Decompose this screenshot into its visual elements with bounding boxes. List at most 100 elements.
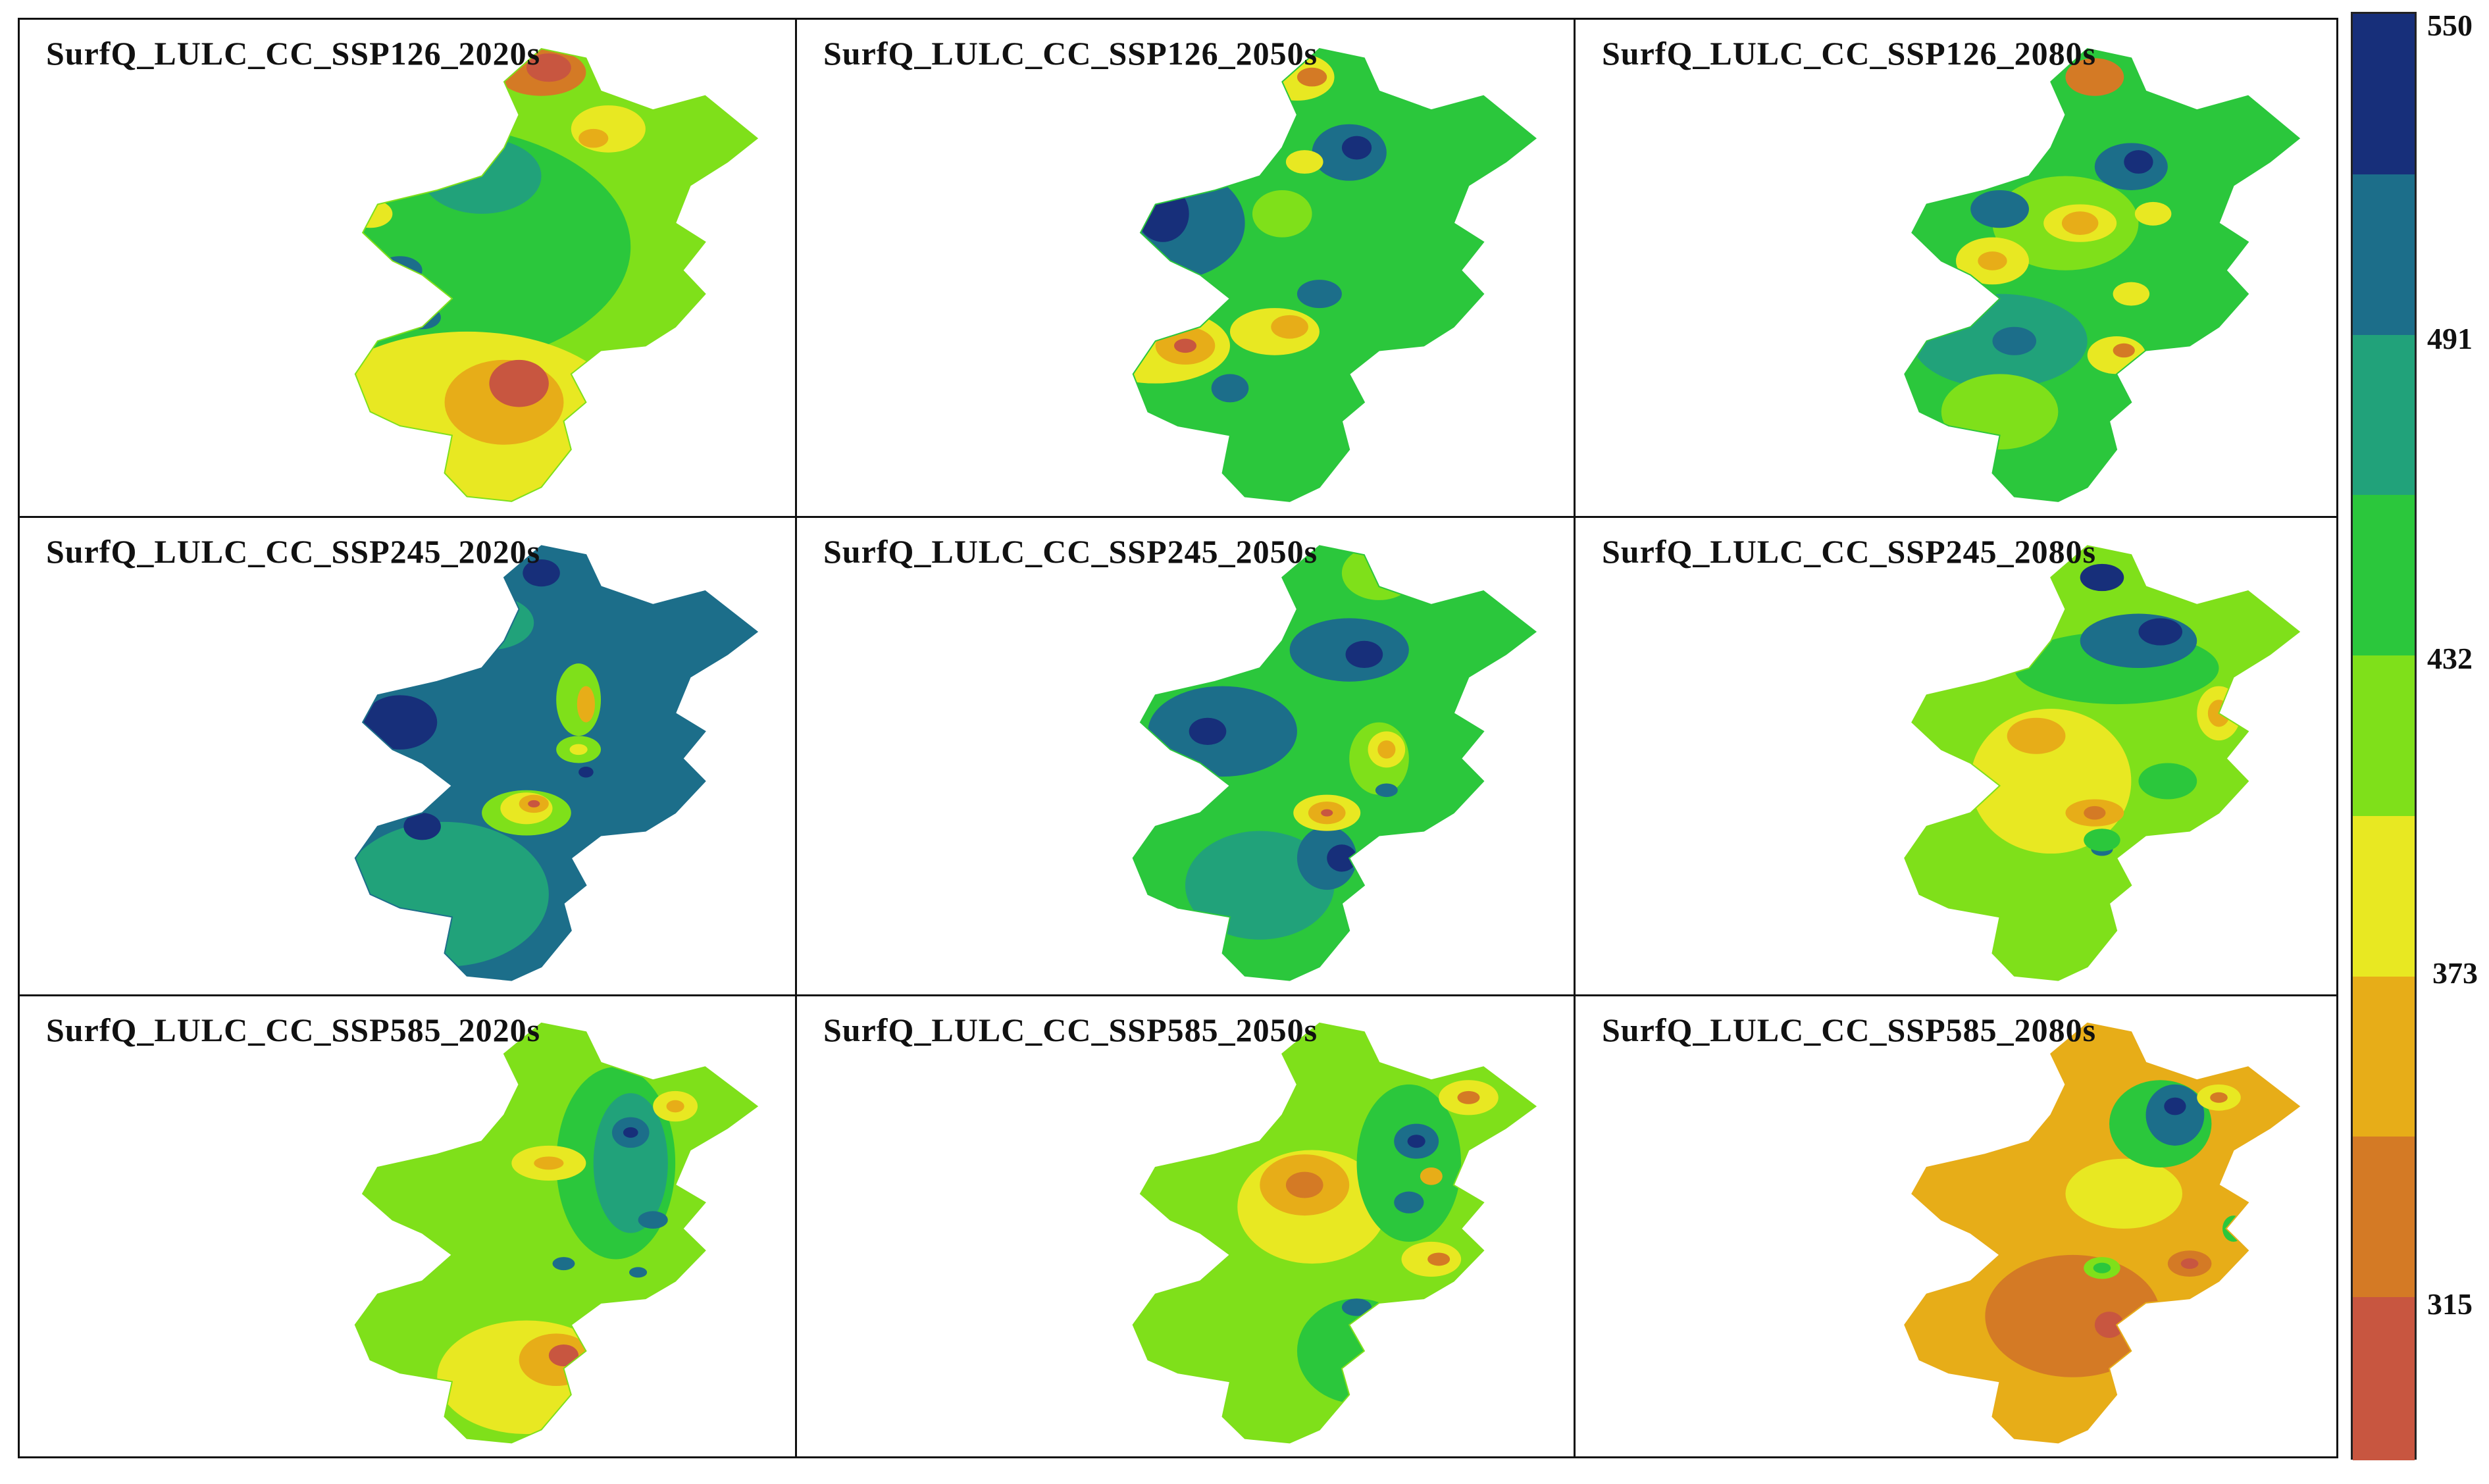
- surface-runoff-map: [1132, 545, 1537, 981]
- surface-runoff-map: [1904, 545, 2301, 981]
- runoff-zone: [1978, 251, 2007, 270]
- runoff-zone: [2113, 343, 2135, 358]
- runoff-zone: [666, 1100, 684, 1113]
- runoff-zone: [2061, 211, 2099, 236]
- surface-runoff-map: [354, 1022, 759, 1444]
- legend-color-segment: [2353, 495, 2415, 659]
- panel-title: SurfQ_LULC_CC_SSP245_2020s: [46, 533, 541, 570]
- panel-ssp585-2020s: SurfQ_LULC_CC_SSP585_2020s: [18, 994, 797, 1458]
- panel-title: SurfQ_LULC_CC_SSP585_2080s: [1602, 1011, 2097, 1048]
- legend-color-segment: [2353, 1297, 2415, 1461]
- runoff-zone: [1341, 546, 1417, 600]
- legend-color-segment: [2353, 14, 2415, 178]
- runoff-zone: [1427, 1252, 1450, 1266]
- runoff-zone: [1377, 740, 1396, 759]
- runoff-zone: [528, 800, 540, 807]
- legend-label-432: 432: [2427, 642, 2473, 675]
- runoff-zone: [437, 1320, 616, 1435]
- runoff-zone: [1137, 185, 1189, 242]
- runoff-zone: [1211, 374, 1249, 403]
- runoff-zone: [577, 686, 595, 723]
- runoff-zone: [1271, 315, 1308, 339]
- panel-title: SurfQ_LULC_CC_SSP245_2080s: [1602, 533, 2097, 570]
- panel-title: SurfQ_LULC_CC_SSP126_2050s: [823, 35, 1318, 72]
- surface-runoff-map: [354, 48, 759, 502]
- runoff-zone: [1970, 190, 2029, 228]
- runoff-zone: [403, 813, 441, 840]
- legend-label-373: 373: [2432, 956, 2478, 990]
- runoff-zone: [1285, 150, 1323, 174]
- runoff-zone: [2065, 58, 2124, 96]
- runoff-zone: [2093, 1262, 2111, 1273]
- runoff-zone: [2134, 201, 2172, 226]
- runoff-zone: [2138, 618, 2183, 646]
- legend-color-segment: [2353, 334, 2415, 498]
- runoff-zone: [2138, 763, 2197, 800]
- color-scale-bar: [2351, 12, 2417, 1461]
- legend-color-segment: [2353, 976, 2415, 1140]
- runoff-zone: [1252, 190, 1312, 238]
- legend-color-segment: [2353, 655, 2415, 819]
- runoff-zone: [571, 105, 646, 153]
- runoff-zone: [523, 559, 560, 587]
- surface-runoff-map: [354, 545, 759, 981]
- runoff-zone: [2210, 1092, 2228, 1103]
- runoff-zone: [1174, 338, 1196, 353]
- panel-title: SurfQ_LULC_CC_SSP126_2020s: [46, 35, 541, 72]
- runoff-zone: [1375, 783, 1398, 798]
- runoff-zone: [1341, 136, 1372, 160]
- runoff-zone: [629, 1267, 648, 1278]
- surface-runoff-map: [1132, 1022, 1537, 1444]
- region-boundary: [1904, 48, 2301, 502]
- legend-label-550: 550: [2427, 9, 2473, 42]
- runoff-zone: [2084, 829, 2120, 852]
- legend-label-315: 315: [2427, 1287, 2473, 1321]
- panel-ssp585-2080s: SurfQ_LULC_CC_SSP585_2080s: [1574, 994, 2338, 1458]
- runoff-zone: [1420, 1167, 1443, 1185]
- runoff-zone: [2065, 1158, 2183, 1229]
- panel-title: SurfQ_LULC_CC_SSP245_2050s: [823, 533, 1318, 570]
- runoff-zone: [2180, 1258, 2199, 1269]
- region-boundary: [1132, 48, 1537, 502]
- runoff-zone: [1407, 1135, 1425, 1148]
- runoff-zone: [1327, 844, 1357, 872]
- runoff-zone: [1985, 1254, 2161, 1377]
- runoff-zone: [2094, 1312, 2124, 1339]
- runoff-zone: [1321, 809, 1333, 817]
- runoff-zone: [1457, 1090, 1480, 1104]
- runoff-zone: [2145, 1084, 2205, 1146]
- panel-ssp245-2020s: SurfQ_LULC_CC_SSP245_2020s: [18, 516, 797, 996]
- runoff-zone: [623, 1127, 638, 1138]
- runoff-zone: [1992, 326, 2037, 355]
- region-boundary: [1132, 1022, 1537, 1444]
- region-boundary: [354, 48, 759, 502]
- runoff-zone: [578, 767, 594, 778]
- runoff-zone: [2164, 1097, 2186, 1115]
- runoff-zone: [2124, 150, 2153, 174]
- region-fill: [1133, 49, 1536, 501]
- region-boundary: [354, 1022, 759, 1444]
- runoff-zone: [1296, 280, 1342, 309]
- region-fill: [355, 546, 757, 981]
- runoff-zone: [552, 1257, 575, 1271]
- runoff-zone: [2080, 613, 2197, 669]
- runoff-zone: [569, 744, 588, 755]
- region-boundary: [354, 545, 759, 981]
- runoff-zone: [578, 128, 609, 148]
- runoff-zone: [1341, 1298, 1372, 1316]
- region-fill: [1133, 546, 1536, 981]
- surface-runoff-map: [1904, 48, 2301, 502]
- panel-ssp245-2080s: SurfQ_LULC_CC_SSP245_2080s: [1574, 516, 2338, 996]
- panel-ssp126-2020s: SurfQ_LULC_CC_SSP126_2020s: [18, 18, 797, 518]
- region-fill: [1905, 49, 2299, 501]
- runoff-zone: [1296, 826, 1357, 890]
- region-boundary: [1132, 545, 1537, 981]
- runoff-zone: [593, 1093, 668, 1233]
- region-boundary: [1904, 545, 2301, 981]
- runoff-zone: [2080, 563, 2124, 592]
- runoff-zone: [1296, 67, 1327, 87]
- runoff-zone: [1285, 1171, 1323, 1198]
- panel-ssp126-2050s: SurfQ_LULC_CC_SSP126_2050s: [795, 18, 1576, 518]
- runoff-zone: [2113, 282, 2150, 306]
